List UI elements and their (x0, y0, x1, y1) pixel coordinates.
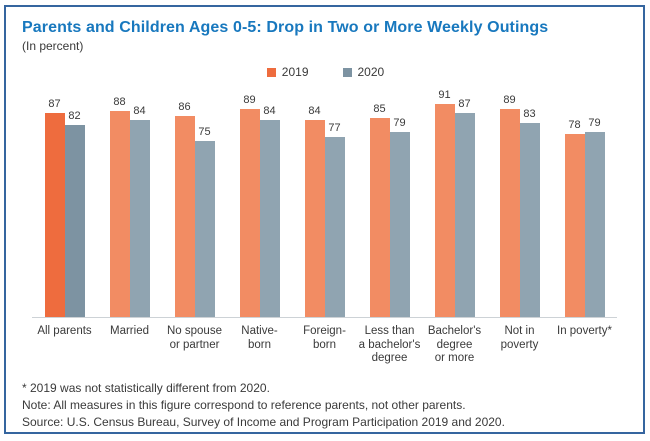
bar-column-2020: 77 (324, 122, 345, 317)
chart-title: Parents and Children Ages 0-5: Drop in T… (22, 19, 549, 36)
bar-2020 (129, 120, 150, 317)
bar-2019 (109, 111, 130, 317)
bar-2019 (239, 109, 260, 317)
bar-2020 (64, 125, 85, 317)
footnote-source: Source: U.S. Census Bureau, Survey of In… (22, 414, 505, 429)
bar-column-2020: 84 (259, 105, 280, 317)
bar-column-2020: 75 (194, 126, 215, 317)
category-label: Native- born (241, 325, 278, 351)
legend-swatch-2020-icon (342, 67, 352, 77)
bar-2020 (259, 120, 280, 317)
bar-column-2019: 89 (239, 94, 260, 317)
bar-column-2019: 78 (564, 119, 585, 317)
bar-value-label: 79 (393, 117, 406, 129)
bar-group: 89 83 (487, 85, 552, 317)
bar-column-2019: 85 (369, 103, 390, 317)
bar-column-2019: 88 (109, 96, 130, 317)
bar-2019 (434, 104, 455, 317)
bar-value-label: 79 (588, 117, 601, 129)
bar-2020 (454, 113, 475, 317)
bar-value-label: 83 (523, 108, 536, 120)
bar-group: 84 77 (292, 85, 357, 317)
category-label: Bachelor's degree or more (427, 325, 482, 364)
legend-label-2019: 2019 (281, 65, 309, 79)
bar-value-label: 89 (503, 94, 516, 106)
bar-2020 (584, 132, 605, 317)
bar-group: 78 79 (552, 85, 617, 317)
chart-subtitle: (In percent) (22, 39, 84, 53)
category-label: All parents (37, 325, 92, 337)
bar-group: 88 84 (97, 85, 162, 317)
bar-value-label: 78 (568, 119, 581, 131)
bar-column-2020: 83 (519, 108, 540, 317)
bar-2019 (499, 109, 520, 317)
bar-value-label: 86 (178, 101, 191, 113)
bar-value-label: 84 (133, 105, 146, 117)
bar-value-label: 75 (198, 126, 211, 138)
bar-group: 85 79 (357, 85, 422, 317)
bar-2020 (389, 132, 410, 317)
chart-card: Parents and Children Ages 0-5: Drop in T… (4, 5, 645, 434)
bar-2020 (519, 123, 540, 317)
category-label: Married (110, 325, 149, 337)
bar-column-2019: 91 (434, 89, 455, 317)
category-label: In poverty* (557, 325, 612, 337)
category-label: Foreign- born (303, 325, 346, 351)
legend-item-2020: 2020 (342, 65, 385, 79)
bar-value-label: 87 (458, 98, 471, 110)
legend: 2019 2020 (22, 65, 629, 79)
bar-column-2019: 89 (499, 94, 520, 317)
legend-label-2020: 2020 (357, 65, 385, 79)
bar-value-label: 87 (48, 98, 61, 110)
bar-column-2020: 87 (454, 98, 475, 317)
bar-2019 (44, 113, 65, 317)
bar-value-label: 89 (243, 94, 256, 106)
bar-column-2019: 84 (304, 105, 325, 317)
bar-value-label: 85 (373, 103, 386, 115)
bar-column-2020: 84 (129, 105, 150, 317)
footnotes: * 2019 was not statistically different f… (22, 380, 629, 431)
footnote-note: Note: All measures in this figure corres… (22, 397, 466, 412)
legend-swatch-2019-icon (266, 67, 276, 77)
bar-2019 (564, 134, 585, 317)
legend-item-2019: 2019 (266, 65, 309, 79)
bar-group: 91 87 (422, 85, 487, 317)
bar-column-2020: 79 (389, 117, 410, 317)
bar-column-2019: 86 (174, 101, 195, 317)
bar-column-2020: 82 (64, 110, 85, 317)
bar-2019 (304, 120, 325, 317)
category-label: Less than a bachelor's degree (358, 325, 421, 364)
bar-column-2020: 79 (584, 117, 605, 317)
bar-group: 89 84 (227, 85, 292, 317)
bar-value-label: 84 (308, 105, 321, 117)
bar-value-label: 77 (328, 122, 341, 134)
bar-column-2019: 87 (44, 98, 65, 317)
bar-2020 (324, 137, 345, 317)
bar-value-label: 91 (438, 89, 451, 101)
bar-chart-category-axis: All parents Married No spouse or partner Na… (32, 325, 617, 366)
bar-chart-plot-area: 87 82 88 84 86 75 89 84 84 77 85 79 91 87 89 83 78 79 (32, 85, 617, 318)
bar-2019 (369, 118, 390, 317)
bar-value-label: 84 (263, 105, 276, 117)
category-label: No spouse or partner (167, 325, 222, 351)
bar-2019 (174, 116, 195, 317)
bar-value-label: 82 (68, 110, 81, 122)
bar-value-label: 88 (113, 96, 126, 108)
bar-group: 86 75 (162, 85, 227, 317)
footnote-asterisk: * 2019 was not statistically different f… (22, 380, 270, 395)
bar-2020 (194, 141, 215, 317)
category-label: Not in poverty (500, 325, 539, 351)
bar-group: 87 82 (32, 85, 97, 317)
